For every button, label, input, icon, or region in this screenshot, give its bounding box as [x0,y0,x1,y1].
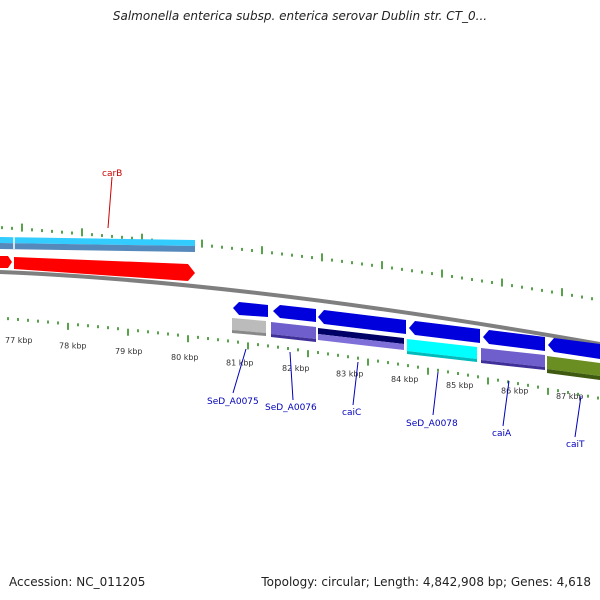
SeD_A0075-leader-line [232,348,247,394]
red-gene-carA[interactable] [14,257,195,281]
accession-text: Accession: NC_011205 [9,575,146,589]
ruler-label: 85 kbp [446,381,474,390]
blue-arrow-4 [409,321,480,343]
ruler-label: 84 kbp [391,375,419,384]
gene-caiT-bar[interactable] [547,356,600,380]
caiA-leader-line [502,380,510,427]
navy-bar [318,328,404,344]
genome-title: Salmonella enterica subsp. enterica sero… [112,9,488,23]
ruler-labels: 77 kbp 78 kbp 79 kbp 80 kbp 81 kbp 82 kbp 83 k… [5,336,584,401]
ruler-label: 77 kbp [5,336,33,345]
gene-SeD_A0078-top[interactable] [409,321,480,343]
ruler-label: 78 kbp [59,342,87,351]
gene-caiC-top[interactable] [318,310,406,334]
violet-bar-3 [481,348,545,367]
gene-caiA-top[interactable] [483,330,545,351]
blue-arrow-6 [548,338,600,359]
red-gene-carA-shape [14,257,195,281]
gene-label-caiA[interactable]: caiA [492,429,512,439]
gene-label-carB[interactable]: carB [102,169,122,179]
ruler-label: 79 kbp [115,347,143,356]
gene-label-SeD_A0076[interactable]: SeD_A0076 [265,403,317,413]
gene-labels: carB SeD_A0075 SeD_A0076 caiC SeD_A0078 … [102,169,585,450]
gene-label-SeD_A0078[interactable]: SeD_A0078 [406,419,458,429]
genome-backbone [0,270,600,346]
gene-SeD_A0075-top[interactable] [233,302,268,317]
gene-caiC-bar[interactable] [318,328,404,350]
ruler-label: 86 kbp [501,386,529,395]
gene-SeD_A0075-bar[interactable] [232,318,266,336]
gene-label-SeD_A0075[interactable]: SeD_A0075 [207,397,259,407]
gene-SeD_A0076-bar[interactable] [271,322,316,342]
gene-caiT-top[interactable] [548,338,600,359]
cyan-bar-shadow [407,351,477,362]
inner-tick-track [7,317,599,400]
outer-tick-track [1,223,593,301]
olive-bar-shadow [547,369,600,380]
carB-gene[interactable] [0,237,195,252]
blue-arrow-1 [233,302,268,317]
cyan-bar [407,339,477,359]
gene-label-caiT[interactable]: caiT [566,440,585,450]
gene-SeD_A0078-bar[interactable] [407,339,477,362]
caiC-leader-line [352,361,359,406]
red-gene-left[interactable] [0,256,12,268]
gene-caiA-bar[interactable] [481,348,545,370]
SeD_A0076-leader-line [289,351,294,401]
ruler-label: 87 kbp [556,392,584,401]
violet-bar-3-shadow [481,360,545,370]
ruler-label: 81 kbp [226,358,254,367]
carB-steel-stripe [0,243,195,252]
carB-leader-line [107,176,113,229]
violet-bar-2 [318,334,404,350]
olive-bar [547,356,600,376]
red-gene-left-shape [0,256,12,268]
topology-text: Topology: circular; Length: 4,842,908 bp… [261,575,591,589]
ruler-label: 82 kbp [282,364,310,373]
blue-arrow-2 [273,305,316,322]
violet-bar-1 [271,322,316,339]
caiT-leader-line [574,395,582,438]
blue-arrow-3 [318,310,406,334]
ruler-label: 80 kbp [171,353,199,362]
blue-arrow-5 [483,330,545,351]
gene-SeD_A0076-top[interactable] [273,305,316,322]
light-gray-bar [232,318,266,333]
light-gray-bar-shadow [232,330,266,336]
SeD_A0078-leader-line [432,371,439,416]
ruler-label: 83 kbp [336,370,364,379]
violet-bar-1-shadow [271,334,316,342]
gene-label-caiC[interactable]: caiC [342,408,361,418]
